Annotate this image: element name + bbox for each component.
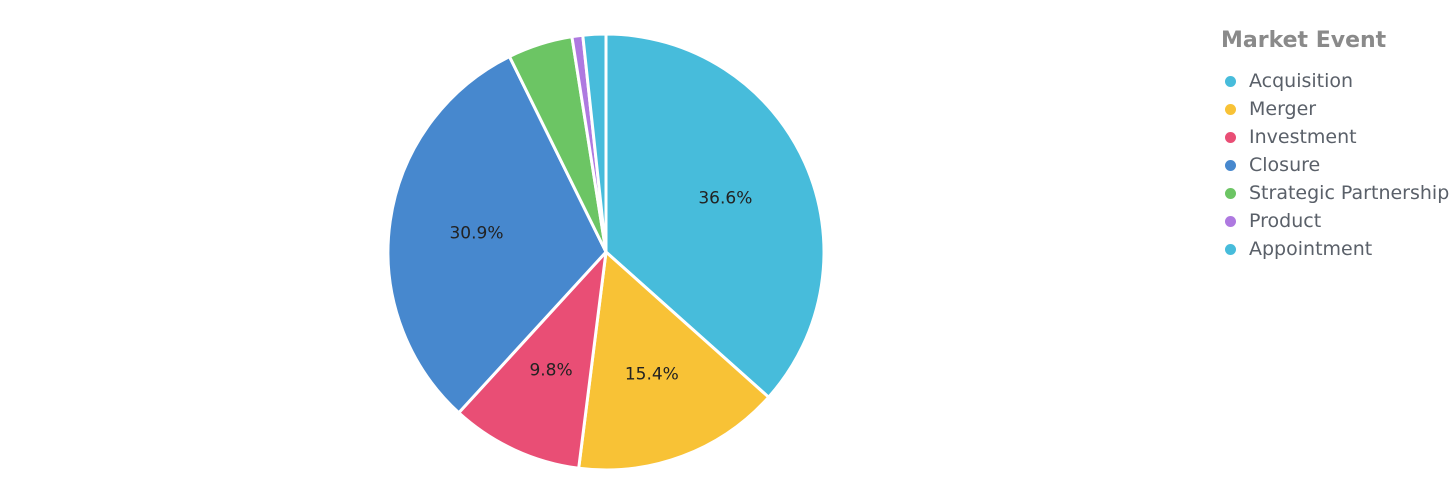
legend-item-merger[interactable]: Merger: [1221, 95, 1456, 123]
legend-label: Product: [1249, 210, 1322, 232]
legend-marker-icon: [1225, 131, 1236, 143]
legend-title: Market Event: [1221, 28, 1387, 53]
legend-label: Closure: [1249, 154, 1321, 176]
legend-marker-icon: [1225, 243, 1236, 255]
legend-list: Acquisition Merger Investment Closure Strate…: [1221, 67, 1456, 263]
legend-label: Strategic Partnership: [1249, 182, 1450, 204]
slice-label-closure: 30.9%: [449, 224, 503, 244]
legend-label: Appointment: [1249, 238, 1373, 260]
pie-slices: [386, 32, 826, 472]
legend-marker-icon: [1225, 159, 1236, 171]
legend-marker-icon: [1225, 103, 1236, 115]
legend-item-product[interactable]: Product: [1221, 207, 1456, 235]
legend-marker-icon: [1225, 75, 1236, 87]
legend-label: Investment: [1249, 126, 1357, 148]
pie-slice-closure[interactable]: [386, 55, 608, 415]
slice-label-investment: 9.8%: [529, 361, 572, 381]
legend-label: Acquisition: [1249, 70, 1354, 92]
slice-label-merger: 15.4%: [625, 365, 679, 385]
legend-marker-icon: [1225, 187, 1236, 199]
legend-item-strategic-partnership[interactable]: Strategic Partnership: [1221, 179, 1456, 207]
legend: Market Event Acquisition Merger Investment…: [1221, 28, 1456, 263]
pie-slice-labels: 36.6% 15.4% 9.8% 30.9%: [449, 189, 752, 385]
legend-label: Merger: [1249, 98, 1317, 120]
pie-slice-investment[interactable]: [457, 250, 608, 470]
legend-item-closure[interactable]: Closure: [1221, 151, 1456, 179]
pie-slice-appointment[interactable]: [581, 32, 608, 254]
legend-item-appointment[interactable]: Appointment: [1221, 235, 1456, 263]
pie-slice-acquisition[interactable]: [604, 32, 826, 399]
legend-item-acquisition[interactable]: Acquisition: [1221, 67, 1456, 95]
pie-slice-merger[interactable]: [577, 250, 771, 472]
slice-label-acquisition: 36.6%: [698, 189, 752, 209]
legend-marker-icon: [1225, 215, 1236, 227]
legend-item-investment[interactable]: Investment: [1221, 123, 1456, 151]
